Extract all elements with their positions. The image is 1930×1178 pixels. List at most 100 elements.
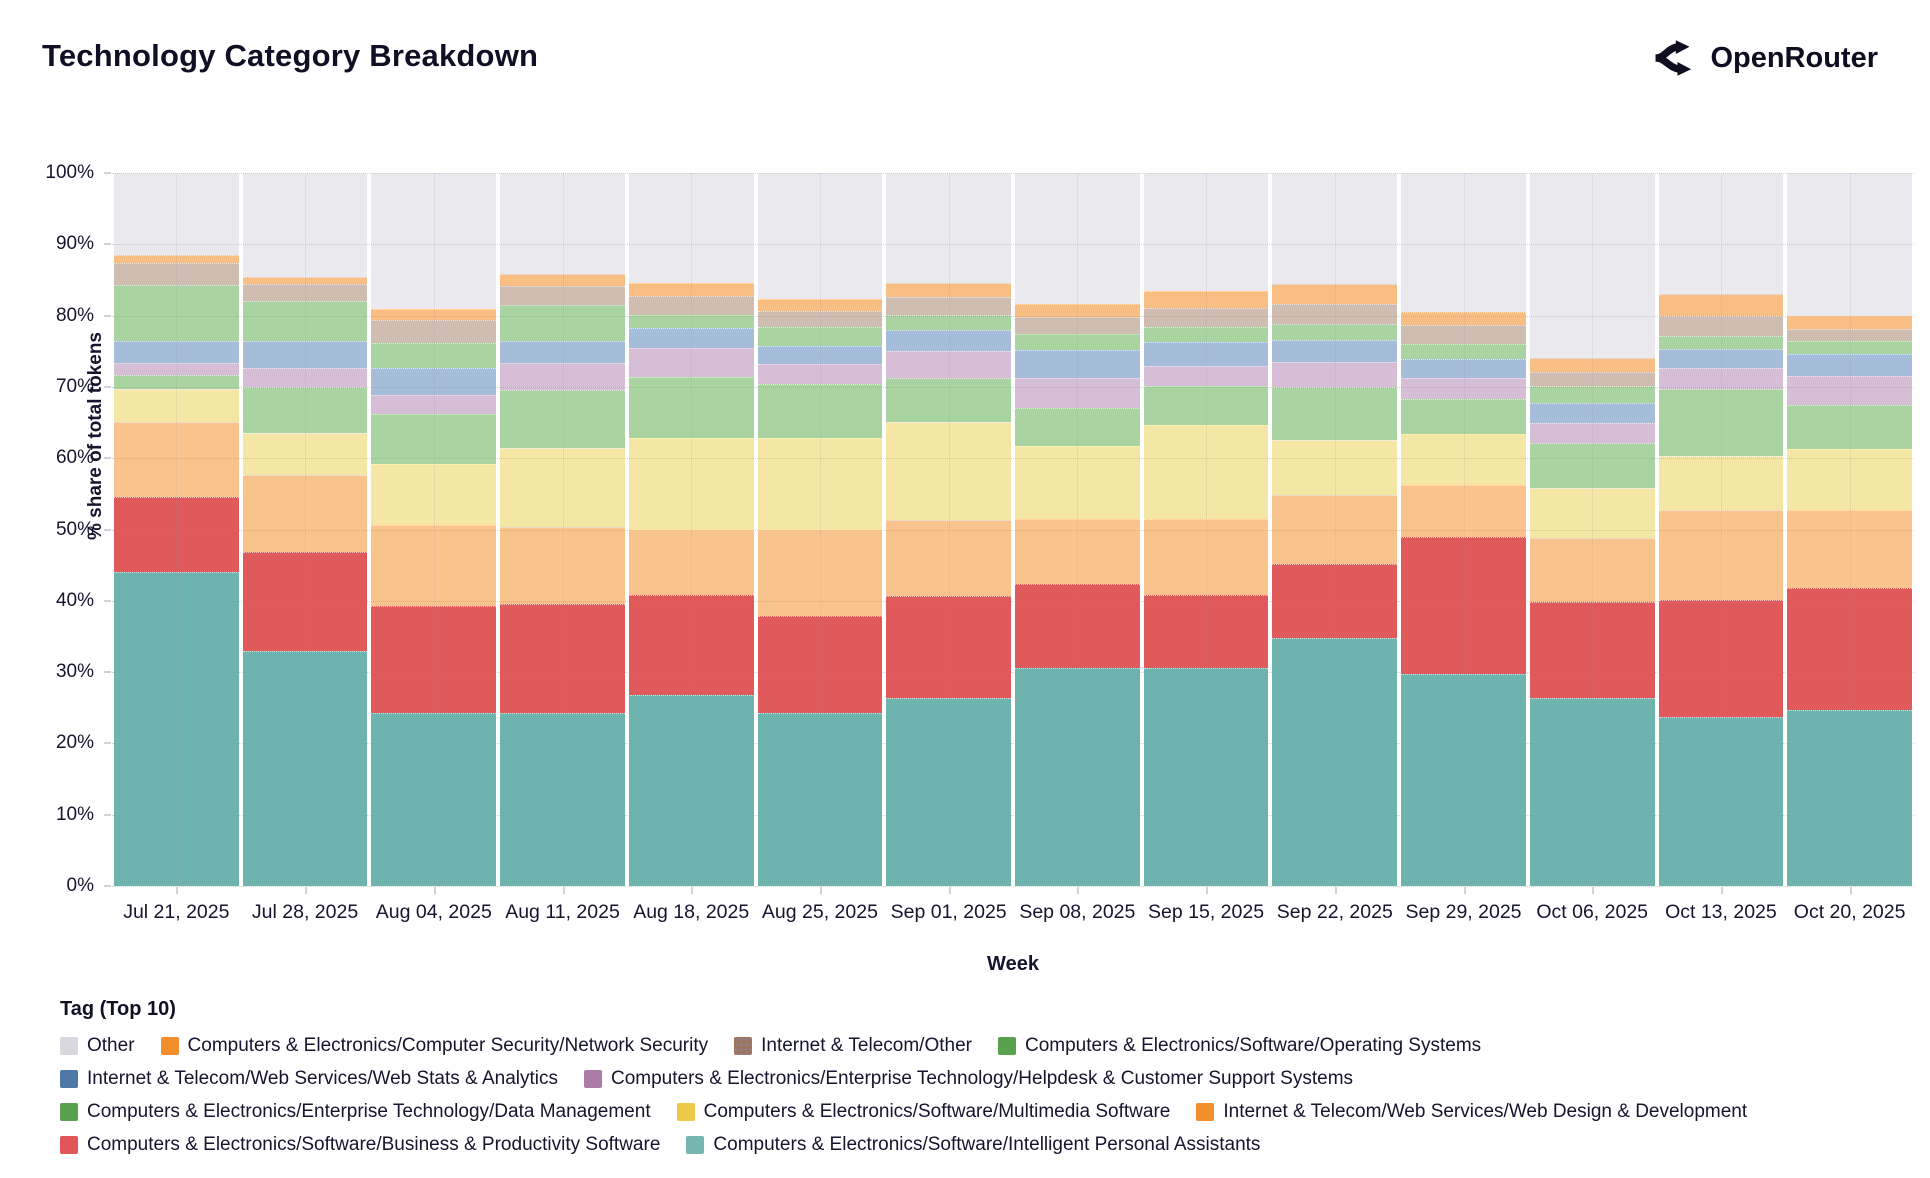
bar-segment-other[interactable]	[1401, 173, 1526, 313]
legend-item-wdd[interactable]: Internet & Telecom/Web Services/Web Desi…	[1196, 1101, 1747, 1123]
bar-segment-ito[interactable]	[757, 311, 883, 328]
bar-segment-bp[interactable]	[1143, 595, 1269, 668]
bar-segment-wdd[interactable]	[1272, 494, 1398, 564]
bar-segment-hd[interactable]	[757, 364, 883, 385]
bar-segment-mm[interactable]	[1143, 425, 1269, 519]
bar-segment-ns[interactable]	[757, 298, 883, 312]
bar-oct-13-2025[interactable]	[1657, 173, 1786, 886]
bar-segment-ito[interactable]	[500, 286, 625, 305]
bar-segment-os[interactable]	[1401, 344, 1526, 360]
bar-segment-dm[interactable]	[500, 389, 625, 448]
bar-segment-other[interactable]	[1015, 173, 1140, 305]
bar-segment-wdd[interactable]	[371, 524, 497, 606]
bar-segment-mm[interactable]	[1529, 488, 1655, 539]
bar-segment-os[interactable]	[1529, 386, 1655, 404]
bar-segment-other[interactable]	[1272, 173, 1398, 284]
bar-segment-wdd[interactable]	[500, 526, 625, 605]
bar-segment-hd[interactable]	[1401, 377, 1526, 400]
bar-segment-ns[interactable]	[1658, 294, 1784, 316]
bar-segment-os[interactable]	[886, 314, 1012, 330]
bar-segment-dm[interactable]	[1401, 399, 1526, 434]
bar-segment-dm[interactable]	[886, 378, 1012, 422]
bar-segment-os[interactable]	[1015, 334, 1140, 350]
bar-segment-dm[interactable]	[242, 386, 368, 433]
bar-aug-04-2025[interactable]	[369, 173, 498, 886]
bar-segment-ws[interactable]	[1401, 359, 1526, 378]
legend-item-ws[interactable]: Internet & Telecom/Web Services/Web Stat…	[60, 1068, 558, 1090]
bar-segment-ns[interactable]	[1787, 315, 1913, 330]
bar-segment-os[interactable]	[628, 314, 754, 329]
bar-segment-ito[interactable]	[1143, 307, 1269, 328]
bar-segment-ipa[interactable]	[371, 713, 497, 886]
bar-segment-ws[interactable]	[886, 329, 1012, 351]
bar-oct-06-2025[interactable]	[1528, 173, 1657, 886]
bar-segment-ito[interactable]	[371, 319, 497, 343]
bar-segment-mm[interactable]	[886, 421, 1012, 521]
bar-segment-other[interactable]	[886, 173, 1012, 283]
bar-segment-ns[interactable]	[1401, 312, 1526, 325]
bar-segment-os[interactable]	[757, 327, 883, 346]
bar-segment-other[interactable]	[757, 173, 883, 299]
bar-segment-ns[interactable]	[886, 282, 1012, 298]
bar-segment-bp[interactable]	[114, 496, 239, 573]
bar-segment-ito[interactable]	[1401, 324, 1526, 345]
bar-segment-ns[interactable]	[1015, 304, 1140, 318]
bar-segment-ws[interactable]	[1658, 349, 1784, 368]
bar-segment-hd[interactable]	[1272, 362, 1398, 387]
bar-aug-11-2025[interactable]	[498, 173, 627, 886]
bar-segment-mm[interactable]	[628, 437, 754, 530]
bar-segment-hd[interactable]	[886, 350, 1012, 379]
bar-segment-wdd[interactable]	[1529, 538, 1655, 603]
bar-segment-hd[interactable]	[1015, 378, 1140, 409]
bar-segment-hd[interactable]	[1143, 365, 1269, 386]
bar-segment-wdd[interactable]	[757, 530, 883, 616]
bar-segment-wdd[interactable]	[1143, 518, 1269, 596]
bar-segment-dm[interactable]	[1529, 442, 1655, 489]
bar-segment-ito[interactable]	[1272, 303, 1398, 325]
legend-item-mm[interactable]: Computers & Electronics/Software/Multime…	[676, 1101, 1170, 1123]
bar-aug-18-2025[interactable]	[627, 173, 756, 886]
bar-segment-dm[interactable]	[114, 374, 239, 390]
bar-segment-dm[interactable]	[1272, 386, 1398, 440]
bar-segment-ito[interactable]	[114, 262, 239, 286]
bar-segment-os[interactable]	[114, 285, 239, 342]
bar-segment-ns[interactable]	[1143, 291, 1269, 308]
bar-segment-bp[interactable]	[1529, 602, 1655, 698]
bar-segment-ipa[interactable]	[500, 712, 625, 886]
bar-segment-mm[interactable]	[1272, 439, 1398, 495]
bar-segment-bp[interactable]	[757, 615, 883, 714]
bar-segment-ipa[interactable]	[1787, 709, 1913, 886]
bar-segment-mm[interactable]	[242, 432, 368, 476]
bar-jul-21-2025[interactable]	[112, 173, 241, 886]
bar-segment-os[interactable]	[1658, 335, 1784, 350]
bar-segment-bp[interactable]	[371, 605, 497, 714]
bar-segment-mm[interactable]	[1787, 448, 1913, 510]
bar-segment-ito[interactable]	[1787, 329, 1913, 342]
bar-segment-ipa[interactable]	[1143, 667, 1269, 886]
bar-segment-bp[interactable]	[1015, 584, 1140, 668]
bar-segment-os[interactable]	[1272, 324, 1398, 340]
bar-segment-ito[interactable]	[1015, 317, 1140, 335]
bar-segment-wdd[interactable]	[1658, 510, 1784, 601]
bar-segment-ws[interactable]	[757, 345, 883, 365]
bar-segment-hd[interactable]	[1658, 367, 1784, 390]
bar-segment-ns[interactable]	[628, 282, 754, 297]
bar-segment-wdd[interactable]	[1401, 484, 1526, 537]
legend-item-ns[interactable]: Computers & Electronics/Computer Securit…	[160, 1035, 708, 1057]
bar-segment-bp[interactable]	[1401, 536, 1526, 675]
bar-segment-ws[interactable]	[1143, 342, 1269, 366]
bar-segment-hd[interactable]	[242, 368, 368, 387]
bar-segment-bp[interactable]	[500, 604, 625, 713]
bar-segment-ipa[interactable]	[886, 698, 1012, 886]
bar-segment-other[interactable]	[1143, 173, 1269, 292]
bar-segment-other[interactable]	[1529, 173, 1655, 359]
bar-segment-dm[interactable]	[1658, 389, 1784, 457]
bar-segment-ns[interactable]	[242, 277, 368, 284]
bar-segment-bp[interactable]	[242, 552, 368, 652]
legend-item-os[interactable]: Computers & Electronics/Software/Operati…	[997, 1035, 1481, 1057]
bar-segment-mm[interactable]	[757, 437, 883, 531]
bar-segment-hd[interactable]	[500, 363, 625, 390]
bar-segment-dm[interactable]	[371, 414, 497, 464]
bar-segment-ipa[interactable]	[1658, 717, 1784, 886]
bar-segment-ipa[interactable]	[757, 713, 883, 886]
